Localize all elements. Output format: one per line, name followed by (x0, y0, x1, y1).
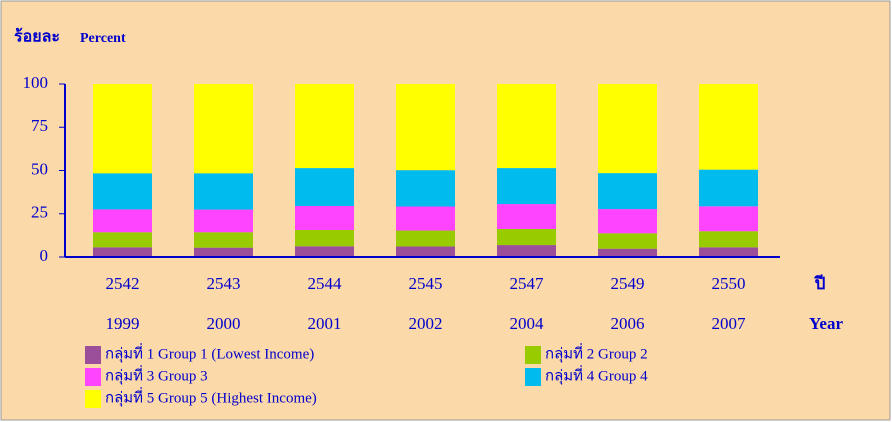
bar-segment (699, 206, 758, 232)
bar-segment (598, 209, 657, 234)
bar-segment (194, 209, 253, 233)
bar-segment (497, 228, 556, 246)
legend-label: กลุ่มที่ 1 Group 1 (Lowest Income) (105, 342, 314, 363)
y-tick-label: 100 (23, 73, 49, 92)
bar-segment (699, 231, 758, 248)
bar-segment (396, 206, 455, 231)
bar-segment (396, 230, 455, 247)
bar-segment (295, 168, 354, 206)
bar-segment (194, 173, 253, 210)
x-tick-label-2: 2006 (611, 314, 645, 333)
bar-segment (598, 84, 657, 174)
x-tick-label: 2543 (207, 274, 241, 293)
x-tick-label-2: 2000 (207, 314, 241, 333)
bar-segment (295, 205, 354, 231)
bar-segment (93, 209, 152, 233)
bar-segment (497, 245, 556, 257)
bar-segment (497, 204, 556, 229)
y-tick-label: 25 (31, 203, 48, 222)
x-tick-label-2: 2002 (409, 314, 443, 333)
x-label: ปี (814, 273, 826, 293)
x-tick-label-2: 1999 (106, 314, 140, 333)
x-tick-label-2: 2004 (510, 314, 545, 333)
legend-swatch (85, 390, 101, 408)
bar-segment (93, 232, 152, 248)
legend-swatch (85, 368, 101, 386)
x-tick-label-2: 2007 (712, 314, 747, 333)
legend-label: กลุ่มที่ 4 Group 4 (545, 364, 648, 385)
legend-label: กลุ่มที่ 2 Group 2 (545, 342, 648, 363)
bar-segment (194, 84, 253, 174)
bar-segment (295, 84, 354, 169)
bar-segment (598, 173, 657, 210)
bar-segment (194, 247, 253, 257)
x-tick-label: 2550 (712, 274, 746, 293)
legend-swatch (525, 368, 541, 386)
bar-segment (598, 233, 657, 249)
y-label: ร้อยละ (14, 28, 60, 46)
legend-swatch (525, 346, 541, 364)
x-tick-label: 2545 (409, 274, 443, 293)
bar-segment (396, 84, 455, 171)
bar-segment (194, 232, 253, 248)
y-tick-label: 0 (40, 246, 49, 265)
bar-segment (598, 248, 657, 257)
y-tick-label: 75 (31, 116, 48, 135)
bar-segment (699, 169, 758, 207)
legend: กลุ่มที่ 1 Group 1 (Lowest Income) กลุ่มท… (85, 342, 648, 408)
y-tick-label: 50 (31, 159, 48, 178)
x-tick-label: 2547 (510, 274, 545, 293)
bar-segment (295, 246, 354, 257)
x-tick-label-2: 2001 (308, 314, 342, 333)
legend-label: กลุ่มที่ 3 Group 3 (105, 364, 208, 385)
bar-segment (699, 84, 758, 170)
bar-segment (699, 247, 758, 257)
x-tick-label: 2549 (611, 274, 645, 293)
bar-segment (497, 168, 556, 205)
x-tick-label: 2544 (308, 274, 343, 293)
x-tick-label: 2542 (106, 274, 140, 293)
bar-segment (93, 173, 152, 210)
bar-segment (497, 84, 556, 169)
bar-segment (295, 230, 354, 247)
legend-swatch (85, 346, 101, 364)
x-label-2: Year (809, 314, 843, 333)
bar-segment (396, 170, 455, 207)
legend-label: กลุ่มที่ 5 Group 5 (Highest Income) (105, 386, 317, 407)
bar-segment (396, 246, 455, 257)
bar-segment (93, 84, 152, 174)
bar-segment (93, 247, 152, 257)
y-label-2: Percent (80, 31, 126, 46)
